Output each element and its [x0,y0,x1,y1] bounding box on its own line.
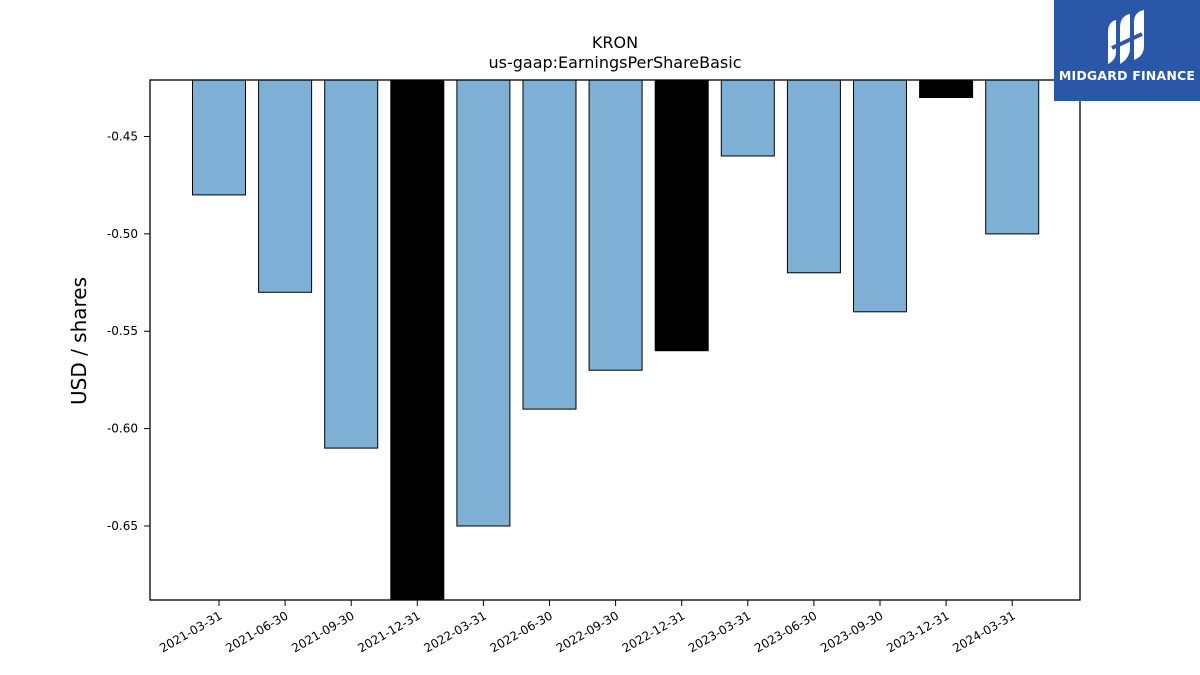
x-tick-label: 2023-09-30 [818,608,885,655]
bar-2022-03-31 [456,79,511,527]
x-axis: 2021-03-312021-06-302021-09-302021-12-31… [157,600,1018,655]
chart-subtitle: us-gaap:EarningsPerShareBasic [488,53,741,72]
x-tick-label: 2022-03-31 [421,608,488,655]
y-axis: -0.45 -0.50 -0.55 -0.60 -0.65 [107,129,150,533]
x-tick-label: 2023-03-31 [686,608,753,655]
bar-2024-03-31 [985,79,1040,235]
midgard-logo-icon [1108,10,1144,64]
x-tick-label: 2023-12-31 [884,608,951,655]
y-tick-label: -0.55 [107,324,138,338]
bars-group [192,79,1040,601]
x-tick-label: 2022-09-30 [554,608,621,655]
bar-2021-06-30 [258,79,313,293]
bar-2021-12-31 [390,79,445,601]
bar-2023-03-31 [720,79,775,157]
x-tick-label: 2021-06-30 [223,608,290,655]
brand-logo: MIDGARD FINANCE [1054,0,1200,101]
x-tick-label: 2022-12-31 [620,608,687,655]
x-tick-label: 2021-03-31 [157,608,224,655]
bar-2022-09-30 [588,79,643,371]
x-tick-label: 2022-06-30 [488,608,555,655]
bar-2021-03-31 [192,79,246,196]
x-tick-label: 2021-12-31 [355,608,422,655]
bar-2023-12-31 [919,79,974,98]
plot-frame [149,79,1081,601]
y-axis-label: USD / shares [67,277,91,405]
bar-2023-06-30 [786,79,841,274]
bar-2022-06-30 [522,79,577,410]
y-tick-label: -0.60 [107,422,138,436]
x-tick-label: 2024-03-31 [950,608,1017,655]
chart-title: KRON [592,33,638,52]
bar-2022-12-31 [654,79,709,352]
y-tick-label: -0.45 [107,129,138,143]
x-tick-label: 2023-06-30 [752,608,819,655]
y-tick-label: -0.65 [107,519,138,533]
x-tick-label: 2021-09-30 [289,608,356,655]
brand-name: MIDGARD FINANCE [1058,68,1196,83]
bar-2021-09-30 [324,79,379,449]
y-tick-label: -0.50 [107,227,138,241]
bar-2023-09-30 [853,79,907,313]
